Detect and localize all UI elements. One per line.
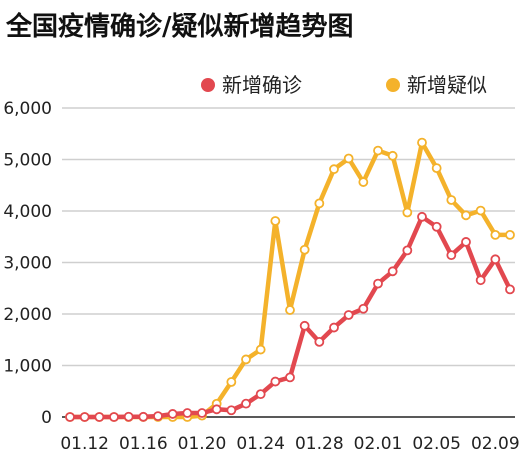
data-point — [358, 177, 369, 187]
data-point — [285, 305, 295, 315]
data-point — [329, 322, 339, 333]
data-point — [211, 404, 222, 415]
x-tick-label: 01.20 — [178, 434, 227, 454]
data-point — [431, 221, 442, 232]
data-point — [270, 216, 281, 226]
data-point — [314, 198, 325, 209]
y-tick-label: 2,000 — [3, 305, 52, 325]
x-tick-label: 01.24 — [236, 434, 285, 454]
data-point — [94, 412, 105, 422]
data-point — [505, 284, 515, 295]
y-tick-label: 4,000 — [3, 202, 52, 222]
x-tick-label: 02.01 — [354, 434, 403, 454]
data-point — [358, 303, 369, 314]
data-point — [241, 354, 251, 365]
data-point — [226, 377, 237, 387]
data-point — [255, 344, 266, 355]
data-point — [373, 278, 383, 289]
data-point — [299, 320, 310, 331]
legend-marker — [201, 78, 215, 92]
data-point — [490, 254, 501, 265]
data-point — [343, 153, 354, 164]
data-point — [65, 412, 75, 422]
x-tick-label: 01.12 — [60, 434, 109, 454]
data-point — [138, 411, 149, 422]
data-point — [446, 250, 457, 261]
legend-label: 新增确诊 — [222, 73, 302, 97]
data-point — [109, 412, 119, 422]
data-point — [285, 372, 295, 383]
data-point — [402, 207, 413, 218]
data-point — [373, 145, 383, 156]
data-point — [402, 245, 413, 256]
data-point — [241, 398, 251, 409]
data-point — [417, 137, 427, 148]
x-tick-label: 02.09 — [471, 434, 520, 454]
data-point — [197, 408, 207, 418]
data-point — [343, 310, 354, 320]
y-tick-label: 6,000 — [3, 99, 52, 119]
data-point — [226, 405, 237, 416]
x-tick-label: 01.16 — [119, 434, 168, 454]
y-tick-label: 0 — [41, 408, 52, 428]
y-tick-label: 3,000 — [3, 254, 52, 274]
y-tick-label: 5,000 — [3, 151, 52, 171]
x-tick-label: 02.05 — [412, 434, 461, 454]
data-point — [461, 237, 471, 247]
y-tick-label: 1,000 — [3, 357, 52, 377]
chart-title: 全国疫情确诊/疑似新增趋势图 — [6, 12, 354, 42]
data-point — [79, 412, 90, 422]
data-point — [314, 336, 325, 347]
data-point — [182, 408, 193, 418]
data-point — [329, 164, 339, 175]
data-point — [153, 411, 163, 422]
data-point — [123, 411, 134, 422]
data-point — [505, 229, 515, 240]
data-point — [461, 210, 471, 221]
data-point — [475, 205, 486, 216]
data-point — [255, 389, 266, 400]
series-line-confirmed — [67, 214, 513, 420]
data-point — [387, 150, 398, 161]
data-point — [299, 244, 310, 255]
data-point — [417, 211, 427, 222]
data-point — [475, 275, 486, 286]
data-point — [270, 376, 281, 387]
data-point — [490, 229, 501, 240]
legend-marker — [386, 78, 400, 92]
legend-label: 新增疑似 — [407, 73, 487, 97]
data-point — [446, 195, 457, 205]
data-point — [431, 163, 442, 174]
data-point — [387, 266, 398, 277]
data-point — [167, 409, 178, 419]
x-tick-label: 01.28 — [295, 434, 344, 454]
